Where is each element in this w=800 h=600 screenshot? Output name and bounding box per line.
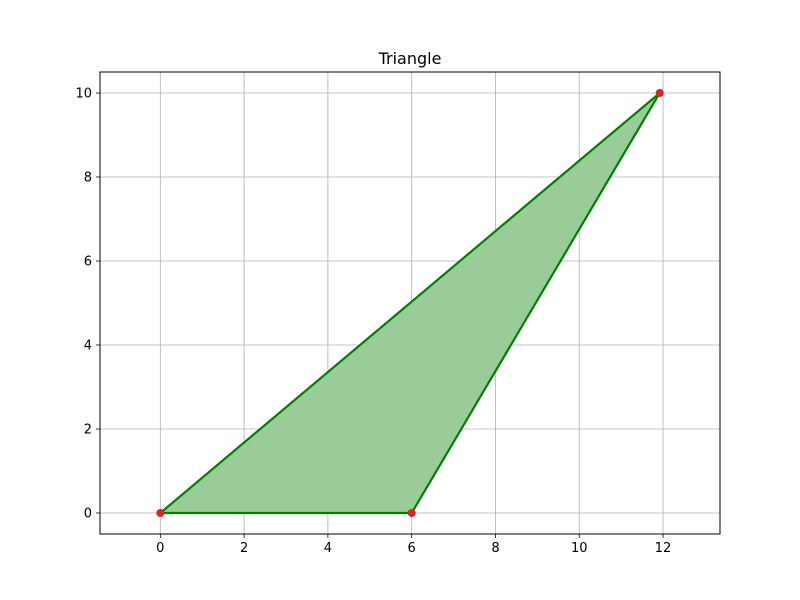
x-tick-label: 8 — [491, 541, 499, 556]
y-tick-label: 2 — [84, 423, 92, 438]
axis-ticks: 0 2 4 6 8 10 12 0 2 4 6 8 10 — [75, 87, 671, 557]
x-tick-label: 0 — [156, 541, 164, 556]
vertex-point — [407, 509, 416, 517]
triangle-edge — [159, 91, 661, 515]
x-tick-label: 12 — [655, 541, 672, 556]
y-tick-label: 8 — [84, 171, 92, 186]
y-tick-label: 4 — [84, 339, 92, 354]
y-tick-label: 0 — [84, 507, 92, 522]
chart-title: Triangle — [378, 49, 442, 68]
plot-data — [156, 89, 664, 517]
x-tick-label: 10 — [571, 541, 588, 556]
x-tick-label: 4 — [324, 541, 332, 556]
axes-frame — [99, 71, 721, 535]
x-tick-label: 2 — [240, 541, 248, 556]
vertex-point — [156, 509, 165, 517]
y-tick-label: 10 — [75, 87, 92, 102]
x-tick-label: 6 — [408, 541, 416, 556]
y-tick-label: 6 — [84, 255, 92, 270]
vertex-point — [655, 89, 664, 97]
